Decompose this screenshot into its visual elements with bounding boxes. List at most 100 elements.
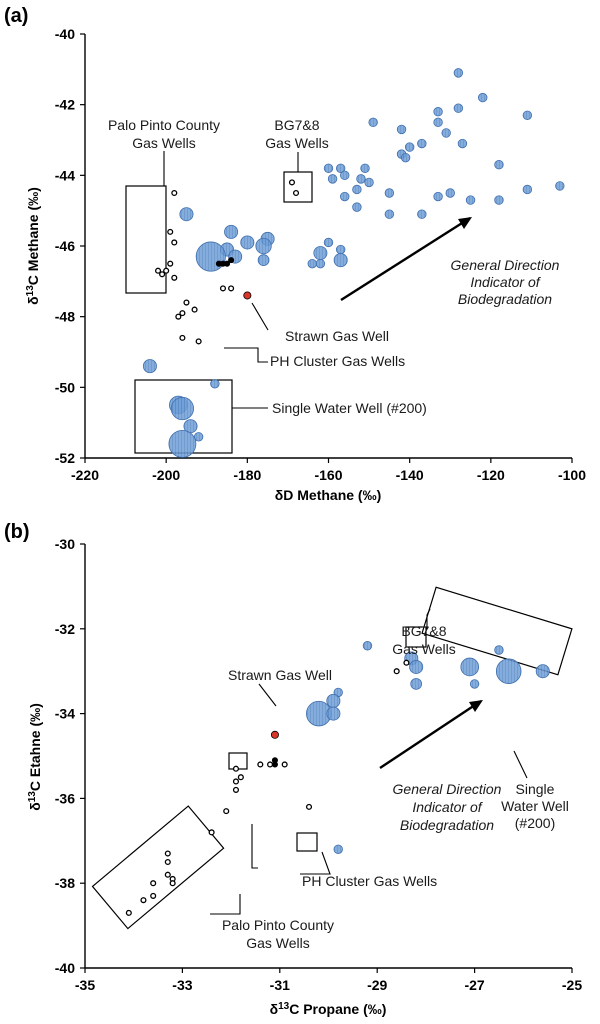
palo-pinto-leader-b [210, 894, 241, 915]
bg78-leader-b [426, 608, 431, 629]
water-well-point-a [417, 209, 427, 219]
x-tick-label-a: -220 [71, 467, 99, 483]
water-well-point-b [409, 659, 424, 674]
palo-pinto-well-point-b [164, 858, 171, 866]
annot-direction-a-line3: Biodegradation [458, 291, 552, 307]
ph-cluster-well-point-b [237, 774, 244, 781]
strawn-well-point-b [270, 730, 279, 739]
water-well-point-a [522, 184, 533, 195]
annot-direction-b-line3: Biodegradation [400, 817, 494, 833]
water-well-point-a [478, 92, 488, 103]
y-tick-label-b: -38 [55, 875, 75, 891]
palo-pinto-box-b [91, 805, 225, 930]
water-well-point-a [384, 188, 395, 198]
y-tick-label-a: -40 [55, 26, 75, 42]
x-tick-label-b: -27 [464, 977, 484, 993]
water-well-point-a [170, 396, 194, 421]
y-tick-label-a: -50 [55, 379, 75, 395]
annot-direction-b-line2: Indicator of [412, 799, 483, 815]
ph-cluster-well-point-a [228, 285, 235, 292]
x-tick-label-a: -120 [477, 467, 505, 483]
ph-cluster-well-point-a [179, 334, 186, 341]
annot-palo-pinto-b-line2: Gas Wells [246, 935, 310, 951]
water-well-point-a [340, 191, 350, 202]
water-well-point-a [323, 163, 334, 173]
water-well-point-a [257, 254, 270, 266]
bg78-well-point-a [288, 179, 296, 186]
annot-palo-pinto-b-line1: Palo Pinto County [222, 917, 334, 933]
chart-b: (b) -35 -33 -31 -29 -27 -25 -40 -38 -36 -34 -32 -30… [4, 521, 583, 1017]
strawn-leader-a [251, 302, 269, 331]
ph-cluster-leader-a [224, 347, 268, 363]
ph-cluster-well-point-a [223, 260, 231, 267]
y-tick-label-a: -46 [55, 238, 75, 254]
x-tick-label-a: -140 [396, 467, 424, 483]
annot-strawn-a: Strawn Gas Well [285, 328, 389, 344]
chart-a: (a) -220 -200 -180 -160 -140 -120 -100 -52 -50 -4… [4, 5, 586, 503]
water-well-point-a [352, 202, 362, 212]
water-well-point-a [335, 244, 346, 255]
annot-direction-a-line2: Indicator of [470, 274, 541, 290]
direction-arrow-b [379, 700, 482, 769]
tick-group-a: -220 -200 -180 -160 -140 -120 -100 -52 -50 -48 -46… [55, 26, 586, 483]
ph-cluster-well-point-a [179, 310, 186, 317]
water-well-point-a [315, 258, 326, 269]
x-tick-label-a: -180 [233, 467, 261, 483]
annot-single-water-b-line2: Water Well [501, 798, 569, 814]
bg78-well-point-b [393, 668, 400, 675]
water-well-point-a [240, 235, 255, 250]
water-well-point-b [326, 693, 341, 708]
ph-cluster-well-point-b [232, 786, 240, 793]
water-well-point-a [368, 117, 378, 128]
water-well-point-a [404, 142, 415, 152]
x-tick-label-b: -35 [75, 977, 95, 993]
ph-cluster-well-point-b [223, 808, 230, 815]
ph-cluster-well-point-b [232, 778, 240, 785]
palo-pinto-well-point-a [159, 271, 166, 278]
water-well-point-a [433, 117, 443, 128]
palo-pinto-well-point-b [140, 897, 147, 904]
ph-cluster-leader-b-1 [251, 824, 258, 869]
palo-pinto-well-point-a [167, 260, 174, 267]
y-axis-title-b: δ13C Etahne (‰) [27, 703, 43, 811]
y-tick-label-b: -32 [55, 621, 75, 637]
water-well-point-a [255, 237, 272, 255]
palo-pinto-well-point-b [169, 880, 176, 887]
y-tick-label-b: -36 [55, 790, 75, 806]
palo-pinto-well-point-a [171, 189, 178, 197]
annot-ph-cluster-a: PH Cluster Gas Wells [270, 353, 405, 369]
water-well-point-b [469, 679, 480, 689]
y-axis-title-a: δ13C Methane (‰) [25, 187, 41, 305]
annot-single-water-b-line3: (#200) [515, 815, 555, 831]
ph-cluster-box-lower-b [296, 832, 318, 852]
water-well-point-a [340, 170, 350, 181]
palo-pinto-box-a [125, 185, 167, 294]
palo-pinto-well-point-b [164, 850, 171, 857]
palo-pinto-well-point-b [150, 892, 157, 899]
single-water-leader-b [513, 750, 528, 779]
strawn-leader-b [258, 683, 277, 707]
annot-bg78-b-line2: Gas Wells [392, 641, 456, 657]
water-well-point-b [495, 658, 522, 684]
annot-palo-pinto-a-line1: Palo Pinto County [108, 117, 220, 133]
ph-cluster-well-point-a [195, 338, 202, 345]
water-well-point-a [453, 103, 464, 113]
water-well-point-b [362, 641, 373, 651]
water-well-point-a [195, 241, 226, 272]
x-tick-label-a: -160 [314, 467, 342, 483]
water-well-point-a [224, 224, 239, 239]
tick-group-b: -35 -33 -31 -29 -27 -25 -40 -38 -36 -34 -32 -30 [55, 536, 583, 993]
water-well-point-a [400, 152, 411, 163]
panel-label-a: (a) [4, 5, 28, 27]
bg78-box-b [405, 626, 427, 648]
water-well-point-b [460, 657, 480, 677]
water-well-point-a [522, 110, 533, 120]
y-tick-label-b: -30 [55, 536, 75, 552]
water-well-point-a [323, 237, 334, 248]
ph-cluster-well-point-b [208, 829, 215, 836]
water-well-point-a [210, 379, 220, 389]
water-well-point-a [384, 209, 395, 219]
ph-cluster-well-point-a [219, 285, 227, 292]
x-tick-label-a: -100 [558, 467, 586, 483]
water-well-point-a [356, 174, 366, 184]
